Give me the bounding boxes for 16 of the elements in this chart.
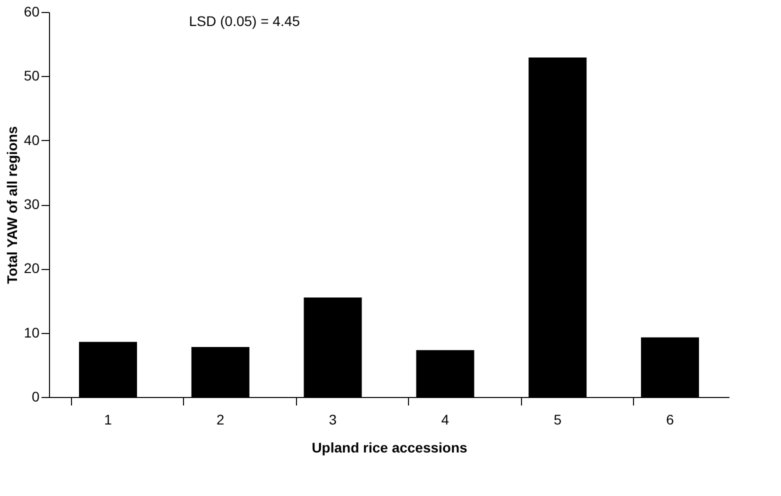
x-tick-label: 6 xyxy=(666,412,674,428)
y-tick-label: 0 xyxy=(32,388,40,404)
y-tick-label: 30 xyxy=(24,196,40,212)
x-axis-title: Upland rice accessions xyxy=(312,440,468,456)
y-tick-label: 20 xyxy=(24,260,40,276)
y-tick-label: 40 xyxy=(24,132,40,148)
y-axis-title: Total YAW of all regions xyxy=(4,126,20,284)
x-tick-label: 1 xyxy=(104,412,112,428)
y-tick-label: 50 xyxy=(24,68,40,84)
annotation: LSD (0.05) = 4.45 xyxy=(189,13,300,29)
y-tick-label: 60 xyxy=(24,4,40,20)
x-tick-label: 2 xyxy=(216,412,225,428)
x-tick-label: 5 xyxy=(554,412,562,428)
x-tick-label: 4 xyxy=(441,412,450,428)
x-tick-label: 3 xyxy=(328,412,337,428)
y-tick-label: 10 xyxy=(24,324,40,340)
